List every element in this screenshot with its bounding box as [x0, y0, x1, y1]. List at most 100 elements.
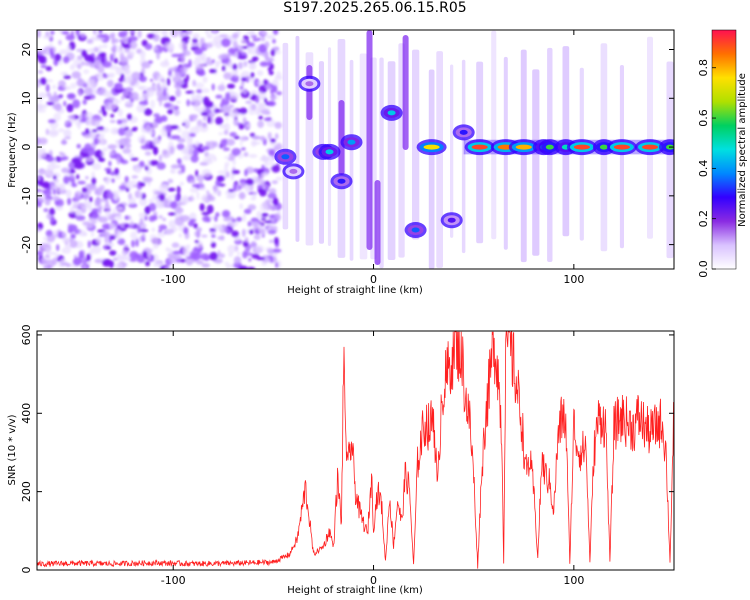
spectrogram-streak — [666, 61, 674, 259]
noise-speck — [156, 50, 161, 60]
noise-speck — [55, 53, 62, 62]
noise-speck — [46, 259, 55, 269]
noise-speck — [170, 125, 179, 130]
noise-speck — [128, 192, 132, 200]
noise-speck — [267, 66, 272, 72]
noise-speck — [91, 208, 101, 213]
noise-speck — [37, 108, 47, 113]
noise-speck — [194, 230, 201, 237]
noise-speck — [233, 182, 237, 192]
noise-speck — [97, 65, 105, 74]
spectrogram-y-tick-label: 20 — [20, 43, 33, 57]
noise-speck — [221, 38, 231, 48]
noise-speck — [109, 235, 116, 240]
noise-speck — [201, 211, 210, 216]
noise-speck — [52, 175, 57, 180]
noise-speck — [115, 229, 122, 235]
colorbar-tick-label: 0.2 — [697, 210, 710, 228]
noise-speck — [215, 41, 223, 49]
noise-speck — [257, 120, 264, 128]
noise-speck — [153, 113, 160, 118]
noise-speck — [178, 41, 187, 50]
noise-speck — [238, 265, 248, 269]
noise-speck — [116, 119, 123, 125]
noise-speck — [107, 144, 117, 150]
noise-speck — [87, 202, 93, 212]
noise-speck — [150, 99, 156, 109]
noise-speck — [176, 158, 182, 164]
noise-speck — [248, 257, 252, 262]
noise-speck — [265, 199, 272, 203]
noise-speck — [223, 72, 232, 80]
noise-speck — [276, 71, 282, 78]
colorbar-label: Normalized spectral amplitude — [737, 73, 748, 227]
noise-speck — [80, 33, 86, 38]
noise-speck — [259, 188, 267, 197]
noise-speck — [183, 227, 189, 235]
noise-speck — [206, 33, 213, 39]
noise-speck — [189, 212, 197, 221]
noise-speck — [54, 103, 62, 112]
spectrogram-y-axis-label: Frequency (Hz) — [7, 112, 18, 188]
noise-speck — [139, 229, 149, 233]
noise-speck — [99, 184, 105, 192]
noise-speck — [37, 250, 44, 257]
noise-speck — [102, 259, 112, 267]
noise-speck — [71, 183, 78, 188]
noise-speck — [62, 231, 66, 237]
noise-speck — [179, 258, 187, 263]
noise-speck — [189, 218, 197, 223]
noise-speck — [91, 245, 102, 254]
noise-speck — [216, 175, 225, 182]
feature-core — [471, 144, 488, 150]
noise-speck — [37, 151, 43, 159]
noise-speck — [52, 84, 57, 90]
noise-speck — [256, 81, 265, 85]
noise-speck — [126, 86, 132, 93]
noise-speck — [135, 238, 139, 247]
noise-speck — [66, 103, 74, 113]
noise-speck — [194, 240, 199, 244]
noise-speck — [49, 207, 56, 216]
noise-speck — [176, 185, 181, 194]
noise-speck — [104, 167, 112, 171]
feature-core — [545, 144, 554, 150]
noise-speck — [251, 221, 259, 227]
noise-speck — [94, 149, 104, 159]
noise-speck — [179, 65, 188, 74]
snr-y-tick-label: 0 — [20, 567, 33, 574]
noise-speck — [63, 176, 70, 184]
noise-speck — [70, 233, 76, 239]
noise-speck — [199, 124, 209, 133]
noise-speck — [76, 78, 86, 87]
noise-speck — [260, 36, 266, 42]
noise-speck — [209, 68, 217, 74]
noise-speck — [137, 97, 147, 101]
noise-speck — [271, 180, 278, 185]
noise-speck — [172, 255, 183, 260]
feature-core — [411, 227, 420, 233]
noise-speck — [255, 95, 260, 104]
noise-speck — [241, 147, 246, 151]
noise-speck — [158, 229, 163, 233]
noise-speck — [116, 206, 124, 212]
noise-speck — [201, 88, 210, 94]
noise-speck — [272, 38, 276, 44]
snr-y-tick-label: 600 — [20, 324, 33, 345]
spectrogram-noise — [37, 30, 283, 269]
noise-speck — [140, 138, 146, 145]
noise-speck — [261, 87, 267, 93]
noise-speck — [189, 133, 196, 137]
noise-speck — [261, 155, 266, 162]
noise-speck — [255, 245, 265, 253]
noise-speck — [90, 220, 97, 224]
noise-speck — [99, 116, 103, 122]
noise-speck — [91, 129, 98, 133]
snr-line — [37, 331, 674, 569]
noise-speck — [244, 169, 248, 177]
noise-speck — [99, 52, 107, 58]
noise-speck — [249, 30, 256, 37]
noise-speck — [37, 227, 42, 232]
noise-speck — [189, 114, 199, 118]
